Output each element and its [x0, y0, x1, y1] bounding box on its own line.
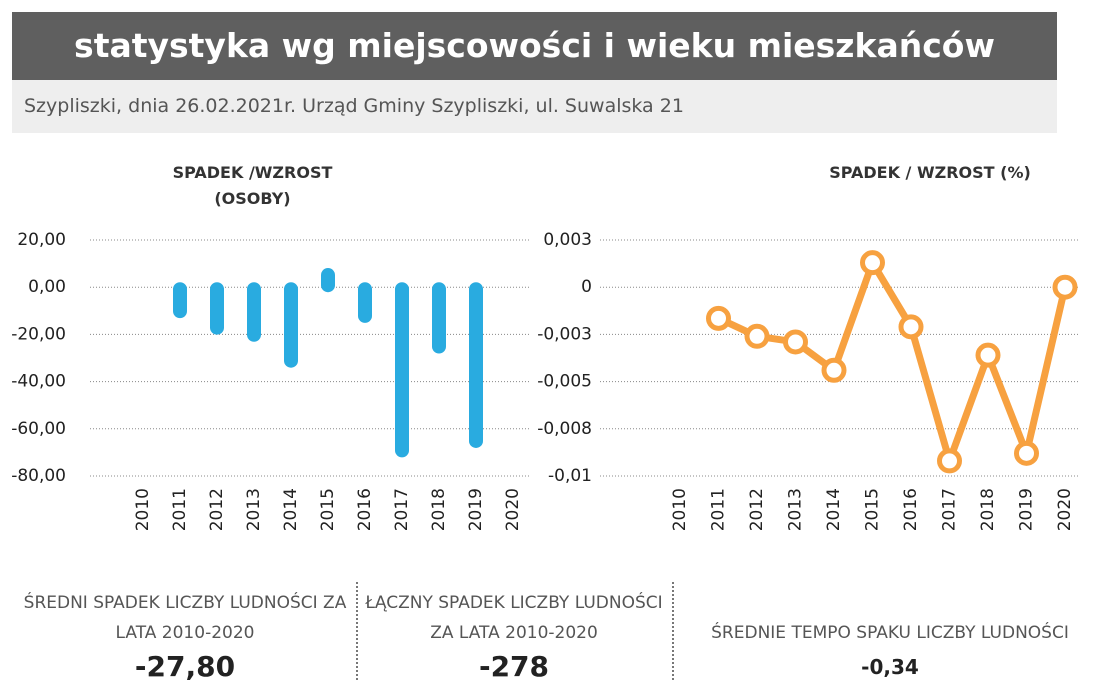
bar — [395, 282, 409, 458]
y-tick-label: -0,008 — [537, 419, 592, 439]
x-tick-label: 2018 — [429, 488, 449, 531]
bar — [358, 282, 372, 323]
x-tick-label: 2019 — [466, 488, 486, 531]
y-tick-label: -20,00 — [11, 324, 66, 344]
point — [744, 323, 770, 349]
separator — [672, 582, 674, 680]
point — [1052, 274, 1078, 300]
point — [783, 329, 808, 355]
point — [706, 305, 731, 331]
x-tick-label: 2010 — [133, 488, 153, 531]
bar — [469, 282, 483, 448]
bar — [284, 282, 298, 368]
header-title: statystyka wg miejscowości i wieku miesz… — [12, 12, 1057, 80]
point — [821, 357, 847, 383]
y-tick-label: 0 — [581, 277, 592, 297]
y-tick-label: -40,00 — [11, 372, 66, 392]
x-tick-label: 2016 — [355, 488, 375, 531]
bar — [247, 282, 261, 342]
x-tick-label: 2017 — [940, 488, 960, 531]
x-tick-label: 2018 — [978, 488, 998, 531]
stat: ŚREDNI SPADEK LICZBY LUDNOŚCI ZA LATA 20… — [20, 588, 350, 686]
bar — [432, 282, 446, 354]
x-tick-label: 2015 — [318, 488, 338, 531]
bar — [173, 282, 187, 319]
stat: ŚREDNIE TEMPO SPAKU LICZBY LUDNOŚCI -0,34 — [680, 618, 1100, 686]
chart-title: SPADEK / WZROST (%) — [829, 163, 1031, 182]
x-tick-label: 2013 — [244, 488, 264, 531]
chart-title: SPADEK /WZROST (OSOBY) — [172, 163, 333, 208]
point — [860, 250, 885, 276]
y-tick-label: -60,00 — [11, 419, 66, 439]
y-tick-label: 0,00 — [28, 277, 66, 297]
y-tick-label: 20,00 — [17, 230, 66, 250]
x-tick-label: 2014 — [824, 488, 844, 531]
y-tick-label: -0,003 — [537, 324, 592, 344]
y-tick-label: 0,003 — [543, 230, 592, 250]
x-tick-label: 2013 — [786, 488, 806, 531]
bar — [210, 282, 224, 335]
stat-value: -0,34 — [861, 655, 919, 679]
point — [1014, 440, 1039, 466]
point — [937, 448, 962, 474]
x-tick-label: 2019 — [1017, 488, 1037, 531]
x-tick-label: 2012 — [207, 488, 227, 531]
y-tick-label: -0,01 — [548, 466, 592, 486]
y-tick-label: -80,00 — [11, 466, 66, 486]
x-tick-label: 2010 — [670, 488, 690, 531]
stat-label: ŚREDNI SPADEK LICZBY LUDNOŚCI ZA LATA 20… — [23, 593, 347, 643]
point — [898, 314, 924, 340]
x-tick-label: 2011 — [170, 488, 190, 531]
stat-value: -278 — [478, 650, 550, 683]
x-tick-label: 2015 — [863, 488, 883, 531]
line — [717, 259, 1069, 465]
stat: ŁĄCZNY SPADEK LICZBY LUDNOŚCI ZA LATA 20… — [362, 588, 666, 686]
x-tick-label: 2014 — [281, 488, 301, 531]
stat-label: ŚREDNIE TEMPO SPAKU LICZBY LUDNOŚCI — [711, 623, 1069, 643]
x-tick-label: 2017 — [392, 488, 412, 531]
y-tick-label: -0,005 — [537, 372, 592, 392]
x-tick-label: 2020 — [503, 488, 523, 531]
bar — [321, 268, 335, 293]
stat-value: -27,80 — [134, 650, 236, 683]
point — [975, 342, 1001, 368]
stat-label: ŁĄCZNY SPADEK LICZBY LUDNOŚCI ZA LATA 20… — [365, 593, 663, 643]
header-subtitle: Szypliszki, dnia 26.02.2021r. Urząd Gmin… — [12, 80, 1057, 133]
x-tick-label: 2016 — [901, 488, 921, 531]
x-tick-label: 2012 — [747, 488, 767, 531]
x-tick-label: 2020 — [1055, 488, 1075, 531]
separator — [356, 582, 358, 680]
x-tick-label: 2011 — [709, 488, 729, 531]
charts: 20,00 0,00 -20,00 -40,00 -60,00 -80,00 2010 201… — [11, 230, 1080, 531]
